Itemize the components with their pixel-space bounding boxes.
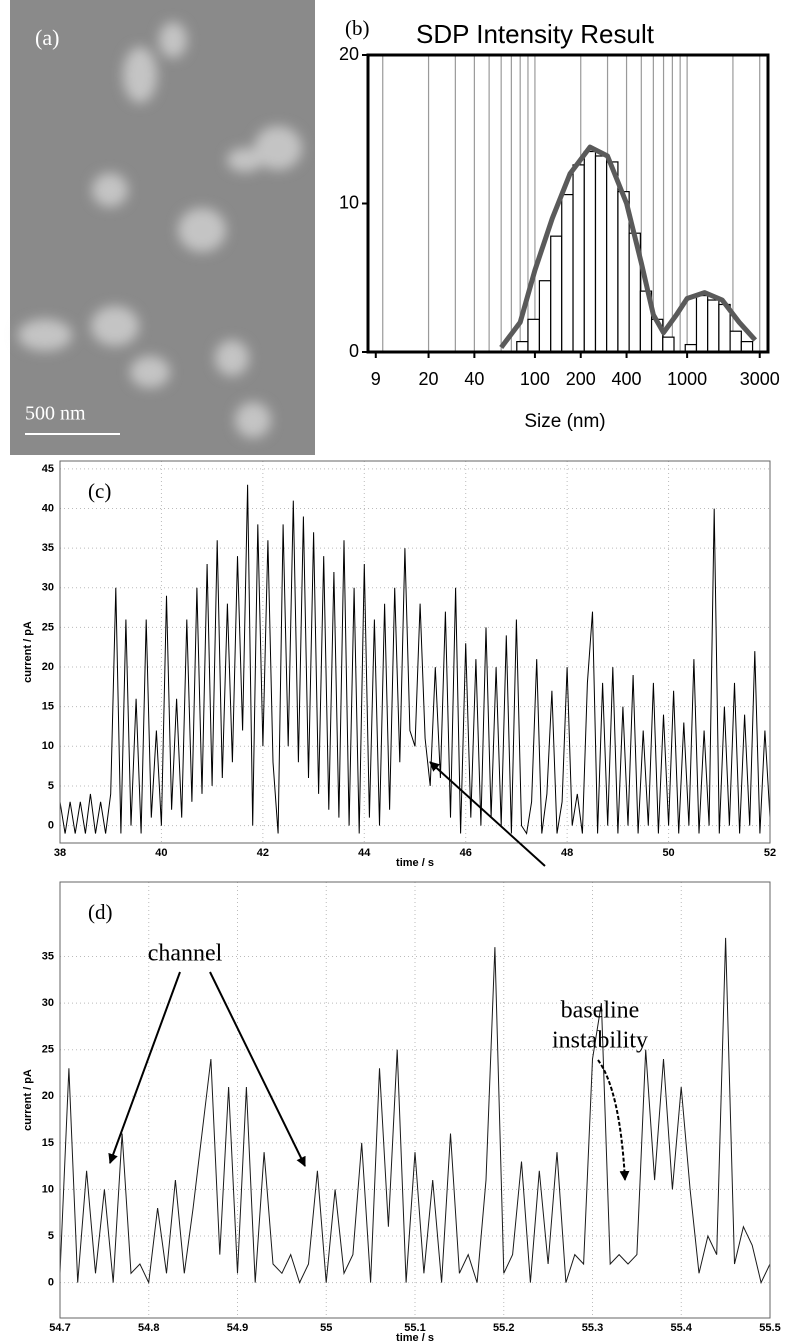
bar [606,161,619,353]
y-tick-label: 10 [339,192,359,212]
annotations: channel baseline instability [108,761,648,1181]
bar [662,336,675,353]
x-tick-label: 50 [662,847,674,859]
x-tick-label: 52 [764,847,776,859]
y-tick-label: 0 [48,1277,54,1289]
y-tick-label: 45 [42,463,54,475]
plot-frame [59,881,771,1319]
y-tick-label: 25 [42,1044,54,1056]
y-tick-label: 20 [42,661,54,673]
x-tick-label: 9 [371,369,381,389]
bar [594,155,608,353]
annotation: baseline [561,998,640,1024]
y-tick-label: 20 [42,1090,54,1102]
x-tick-label: 40 [155,847,167,859]
bar [538,280,552,353]
y-tick-label: 5 [48,1230,54,1242]
y-axis-label: current / pA [22,1069,34,1131]
bar [550,235,563,353]
panel-label: (b) [345,16,370,40]
y-tick-label: 0 [48,819,54,831]
bar [516,341,529,353]
x-axis-label: Size (nm) [524,411,605,432]
y-tick-label: 10 [42,1183,54,1195]
x-axis-label: time / s [396,857,434,869]
bar [707,299,720,353]
x-tick-label: 100 [520,369,550,389]
annotation: instability [552,1028,648,1054]
scale-bar-label: 500 nm [25,403,86,425]
x-tick-label: 46 [460,847,472,859]
x-tick-label: 54.8 [138,1322,159,1334]
x-tick-label: 55.5 [759,1322,780,1334]
x-tick-label: 42 [257,847,269,859]
panel-label: (d) [88,900,113,924]
x-tick-label: 44 [358,847,371,859]
y-tick-label: 35 [42,950,54,962]
bar [583,150,597,353]
x-axis-label: time / s [396,1332,434,1343]
x-tick-label: 48 [561,847,573,859]
x-tick-label: 1000 [667,369,707,389]
trace [59,937,771,1285]
y-tick-label: 25 [42,621,54,633]
y-tick-label: 30 [42,582,54,594]
y-tick-label: 20 [339,44,359,64]
fit-curve [499,144,758,350]
bar [695,294,709,353]
plot-frame [59,460,771,844]
x-tick-label: 400 [612,369,642,389]
y-tick-label: 10 [42,740,54,752]
bar [561,193,574,353]
annotation: channel [148,941,223,967]
y-tick-label: 5 [48,780,54,792]
x-tick-label: 38 [54,847,66,859]
x-tick-label: 200 [566,369,596,389]
bar [572,164,585,353]
arrow [597,1059,630,1181]
y-tick-label: 0 [349,341,359,361]
x-tick-label: 54.9 [227,1322,248,1334]
y-tick-label: 15 [42,701,54,713]
trace [59,484,771,835]
bar [527,318,541,353]
x-tick-label: 55.1 [404,1322,425,1334]
x-tick-label: 54.7 [49,1322,70,1334]
sem-image: (a) 500 nm [10,0,315,455]
x-tick-label: 40 [464,369,484,389]
x-tick-label: 55.2 [493,1322,514,1334]
x-tick-label: 20 [419,369,439,389]
bar [729,330,742,353]
y-tick-label: 15 [42,1137,54,1149]
panel-label: (c) [88,479,111,503]
y-tick-label: 40 [42,502,54,514]
x-tick-label: 55.3 [582,1322,603,1334]
y-axis-label: current / pA [22,621,34,683]
chart-title: SDP Intensity Result [416,19,655,49]
arrow [209,971,306,1167]
y-tick-label: 35 [42,542,54,554]
bar [740,341,754,353]
x-tick-label: 3000 [740,369,780,389]
arrow [108,971,181,1164]
x-tick-label: 55.4 [671,1322,693,1334]
plot-area [60,461,770,843]
panel-label: (a) [35,25,59,50]
y-tick-label: 30 [42,997,54,1009]
arrow [429,761,546,867]
x-tick-label: 55 [320,1322,332,1334]
